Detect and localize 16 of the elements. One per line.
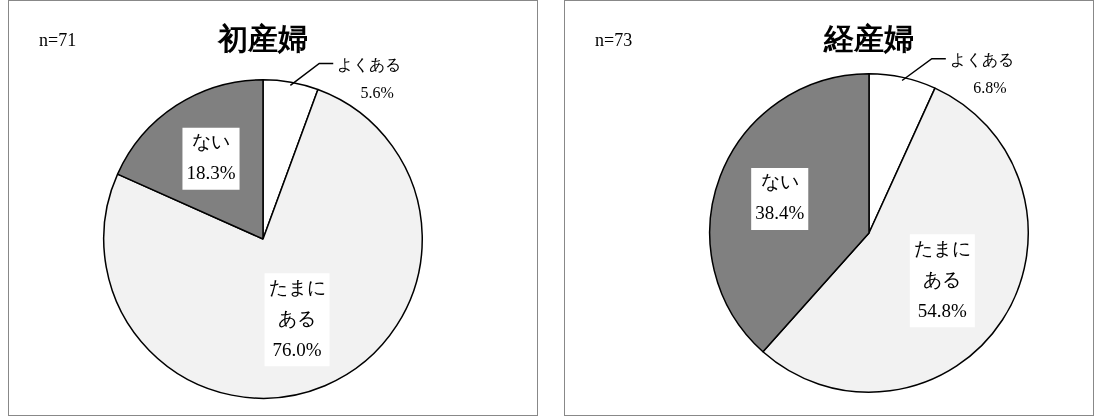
text: n=73 [595, 29, 633, 50]
data-label: 38.4% [755, 202, 805, 224]
slice-label: よくある [949, 50, 1014, 68]
slice-label: よくある [337, 55, 402, 73]
data-label: 6.8% [973, 78, 1007, 96]
data-label: 54.8% [917, 299, 968, 321]
chart-title: 初産婦 [217, 20, 308, 56]
slice-label: たまにある [913, 237, 971, 290]
data-label: 18.3% [186, 162, 236, 184]
slice-label: たまにある [268, 276, 326, 329]
data-label: 5.6% [360, 83, 394, 101]
slice-label: ない [760, 171, 799, 193]
slice-label: ない [192, 131, 230, 153]
chart-title: 経産婦 [823, 20, 914, 56]
data-label: 76.0% [272, 338, 322, 360]
text: n=71 [39, 29, 77, 50]
